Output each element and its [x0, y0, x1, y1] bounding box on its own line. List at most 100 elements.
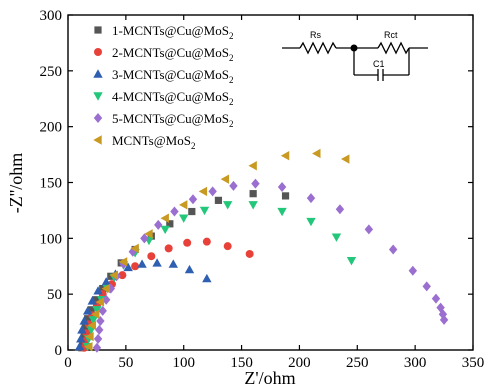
y-axis-title: -Z''/ohm [6, 153, 26, 213]
y-tick-label: 50 [47, 287, 62, 303]
plot-border [67, 14, 474, 351]
data-point [188, 194, 198, 205]
data-point [84, 341, 93, 352]
data-point [76, 334, 86, 343]
data-point [179, 214, 189, 223]
data-point [154, 219, 163, 230]
legend-label-text: 2-MCNTs@Cu@MoS [112, 45, 229, 60]
rs-resistor [299, 41, 337, 55]
data-point [87, 306, 95, 314]
y-tick-label: 150 [40, 176, 63, 192]
data-point [152, 258, 162, 267]
data-point [118, 271, 127, 280]
data-point [101, 283, 110, 294]
data-point [107, 272, 115, 280]
legend-marker [93, 69, 103, 78]
data-point [82, 306, 93, 315]
data-point [168, 259, 178, 268]
legend-marker [94, 48, 102, 56]
x-tick-label: 300 [404, 355, 427, 371]
x-axis-title: Z'/ohm [244, 368, 295, 388]
data-point [140, 233, 149, 244]
data-point [346, 256, 357, 266]
data-point [96, 315, 105, 326]
legend-label: 1-MCNTs@Cu@MoS2 [112, 23, 233, 41]
data-point [248, 161, 257, 171]
y-tick-label: 100 [40, 231, 63, 247]
data-point [222, 201, 233, 210]
data-point [81, 324, 89, 332]
plot-frame [67, 14, 474, 351]
rct-resistor [377, 41, 410, 55]
x-tick-label: 0 [64, 355, 72, 371]
data-point [95, 324, 104, 335]
legend-label: 2-MCNTs@Cu@MoS2 [112, 45, 233, 63]
legend: 1-MCNTs@Cu@MoS22-MCNTs@Cu@MoS23-MCNTs@Cu… [93, 23, 233, 151]
data-point [280, 151, 290, 161]
data-point [166, 220, 174, 228]
legend-label-subscript: 2 [229, 119, 234, 129]
x-tick-label: 100 [172, 355, 195, 371]
data-point [331, 233, 342, 242]
legend-label: MCNTs@MoS2 [112, 133, 195, 151]
y-tick-label: 250 [40, 64, 63, 80]
legend-label-text: 3-MCNTs@Cu@MoS [112, 67, 229, 82]
series-3 [74, 258, 212, 351]
data-point [341, 154, 350, 164]
data-point [170, 206, 179, 217]
x-tick-label: 250 [346, 355, 369, 371]
legend-marker [93, 92, 103, 101]
data-point [92, 296, 100, 304]
legend-label-subscript: 2 [229, 97, 234, 107]
data-point [306, 217, 316, 227]
legend-item: MCNTs@MoS2 [93, 133, 195, 151]
data-point [91, 309, 100, 319]
legend-label-subscript: 2 [229, 75, 234, 85]
data-point [95, 297, 105, 307]
data-point [183, 238, 192, 247]
data-point [431, 293, 441, 304]
c1-label: C1 [373, 59, 385, 69]
data-point [147, 252, 156, 261]
data-point [123, 262, 133, 272]
equivalent-circuit: Rs Rct C1 [282, 30, 428, 81]
data-point [144, 229, 153, 239]
data-point [87, 296, 97, 305]
y-tick-label: 0 [55, 343, 63, 359]
legend-item: 4-MCNTs@Cu@MoS2 [93, 89, 233, 107]
data-point [93, 286, 103, 295]
data-point [109, 270, 118, 280]
data-point [281, 192, 290, 200]
legend-label-subscript: 2 [191, 141, 196, 151]
data-point [92, 342, 102, 353]
data-point [229, 180, 238, 191]
data-point [164, 244, 173, 253]
data-point [88, 316, 99, 325]
data-point [160, 213, 169, 223]
data-point [184, 264, 195, 274]
data-point [202, 237, 211, 246]
data-point [93, 333, 103, 344]
data-point [202, 273, 212, 283]
data-point [74, 341, 85, 351]
data-point [208, 186, 217, 197]
data-point [101, 277, 111, 286]
data-point [306, 193, 316, 204]
series-5 [92, 178, 449, 353]
legend-label-subscript: 2 [229, 53, 234, 63]
data-point [408, 265, 418, 276]
x-axis-ticks: 0 50 100 150 200 250 300 350 [64, 15, 484, 371]
data-point [188, 207, 196, 216]
data-point [335, 204, 345, 215]
data-point [199, 206, 210, 216]
data-point [160, 225, 170, 235]
data-point [277, 207, 287, 217]
data-point [251, 178, 260, 189]
data-point [87, 320, 96, 331]
data-series [74, 148, 449, 353]
data-point [77, 325, 87, 334]
legend-marker [93, 135, 102, 145]
x-tick-label: 350 [462, 355, 485, 371]
y-axis-ticks: 0 50 100 150 200 250 300 [40, 8, 473, 359]
